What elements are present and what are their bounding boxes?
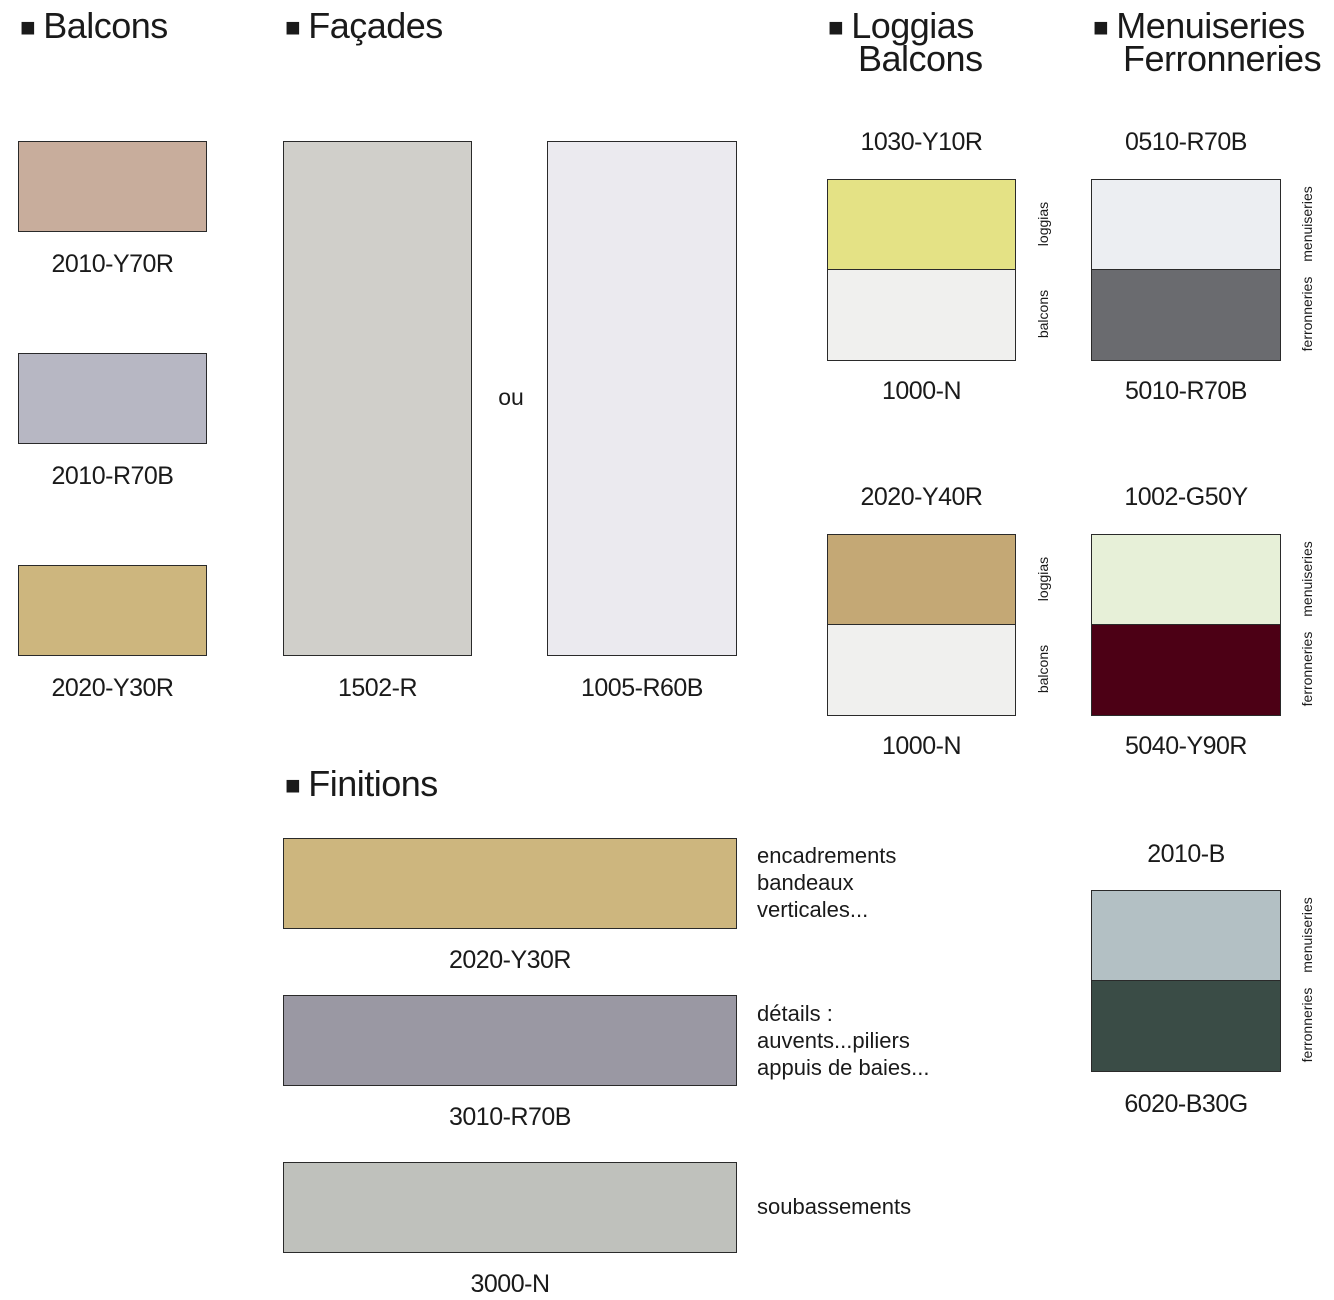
menuiserie-top-code-1: 0510-R70B — [1125, 128, 1247, 156]
finition-code-3: 3000-N — [470, 1270, 551, 1298]
loggia-swatch-2-top — [828, 535, 1015, 625]
menuiserie-swatch-1-top — [1092, 180, 1280, 270]
loggia-swatch-1-top — [828, 180, 1015, 270]
loggia-bottom-code-2: 1000-N — [882, 732, 962, 760]
facade-or-word: ou — [498, 384, 524, 410]
finition-swatch-1 — [283, 838, 737, 929]
balcon-code-2: 2010-R70B — [51, 462, 174, 490]
menuiserie-swatch-3-bottom — [1092, 981, 1280, 1071]
menuiserie-swatch-1-bottom — [1092, 270, 1280, 360]
menuiserie-swatch-2 — [1091, 534, 1281, 716]
heading-balcons-line2: Balcons — [858, 38, 983, 79]
menuiserie-swatch-3-top — [1092, 891, 1280, 981]
facade-code-1: 1502-R — [338, 674, 418, 702]
bullet-icon: ■ — [20, 12, 36, 42]
menuiserie-bottom-code-2: 5040-Y90R — [1125, 732, 1247, 760]
loggia-swatch-1 — [827, 179, 1016, 361]
bullet-icon: ■ — [285, 12, 301, 42]
heading-finitions: ■ Finitions — [285, 766, 438, 802]
finition-swatch-2 — [283, 995, 737, 1086]
bullet-icon: ■ — [828, 12, 844, 42]
menuiserie-swatch-2-top — [1092, 535, 1280, 625]
heading-loggias-balcons: ■ Loggias Balcons — [828, 8, 983, 79]
menuiserie-bottom-code-3: 6020-B30G — [1124, 1090, 1248, 1118]
loggia-label-top-2: loggias — [1035, 556, 1051, 602]
menuiserie-label-bottom-3: ferronneries — [1299, 987, 1315, 1063]
menuiserie-label-top-1: menuiseries — [1299, 186, 1315, 262]
finition-code-2: 3010-R70B — [449, 1103, 571, 1131]
heading-finitions-text: Finitions — [308, 763, 438, 804]
finition-note: bandeaux — [757, 870, 854, 895]
finition-swatch-3 — [283, 1162, 737, 1253]
heading-facades: ■ Façades — [285, 8, 443, 44]
finition-note: auvents...piliers — [757, 1028, 910, 1053]
loggia-label-bottom-1: balcons — [1035, 289, 1051, 339]
facade-swatch-1 — [283, 141, 472, 656]
heading-balcons: ■ Balcons — [20, 8, 168, 44]
menuiserie-label-bottom-1: ferronneries — [1299, 276, 1315, 352]
loggia-swatch-2 — [827, 534, 1016, 716]
finition-note: verticales... — [757, 897, 869, 922]
heading-balcons-text: Balcons — [43, 5, 168, 46]
finition-note: encadrements — [757, 843, 897, 868]
menuiserie-label-bottom-2: ferronneries — [1299, 631, 1315, 707]
loggia-label-bottom-2: balcons — [1035, 644, 1051, 694]
balcon-swatch-2 — [18, 353, 207, 444]
heading-facades-text: Façades — [308, 5, 443, 46]
menuiserie-swatch-2-bottom — [1092, 625, 1280, 715]
finition-note: appuis de baies... — [757, 1055, 930, 1080]
heading-menuiseries-ferronneries: ■ Menuiseries Ferronneries — [1093, 8, 1322, 79]
bullet-icon: ■ — [285, 770, 301, 800]
menuiserie-top-code-3: 2010-B — [1147, 840, 1225, 868]
finition-notes-3: soubassements — [757, 1193, 911, 1220]
menuiserie-swatch-3 — [1091, 890, 1281, 1072]
finition-notes-2: détails : auvents...piliers appuis de ba… — [757, 1000, 929, 1081]
finition-note: détails : — [757, 1001, 833, 1026]
bullet-icon: ■ — [1093, 12, 1109, 42]
menuiserie-label-top-2: menuiseries — [1299, 541, 1315, 617]
finition-notes-1: encadrements bandeaux verticales... — [757, 842, 896, 923]
menuiserie-swatch-1 — [1091, 179, 1281, 361]
balcon-code-1: 2010-Y70R — [51, 250, 174, 278]
facade-code-2: 1005-R60B — [581, 674, 703, 702]
loggia-bottom-code-1: 1000-N — [882, 377, 962, 405]
heading-menuiseries-text: Menuiseries — [1116, 5, 1305, 46]
finition-code-1: 2020-Y30R — [449, 946, 571, 974]
heading-loggias-text: Loggias — [851, 5, 974, 46]
heading-ferronneries-line2: Ferronneries — [1123, 38, 1322, 79]
balcon-code-3: 2020-Y30R — [51, 674, 174, 702]
menuiserie-top-code-2: 1002-G50Y — [1124, 483, 1248, 511]
balcon-swatch-1 — [18, 141, 207, 232]
loggia-swatch-1-bottom — [828, 270, 1015, 360]
loggia-label-top-1: loggias — [1035, 201, 1051, 247]
loggia-top-code-1: 1030-Y10R — [860, 128, 983, 156]
balcon-swatch-3 — [18, 565, 207, 656]
finition-note: soubassements — [757, 1194, 912, 1219]
loggia-swatch-2-bottom — [828, 625, 1015, 715]
facade-swatch-2 — [547, 141, 737, 656]
menuiserie-label-top-3: menuiseries — [1299, 897, 1315, 973]
loggia-top-code-2: 2020-Y40R — [860, 483, 983, 511]
menuiserie-bottom-code-1: 5010-R70B — [1125, 377, 1247, 405]
